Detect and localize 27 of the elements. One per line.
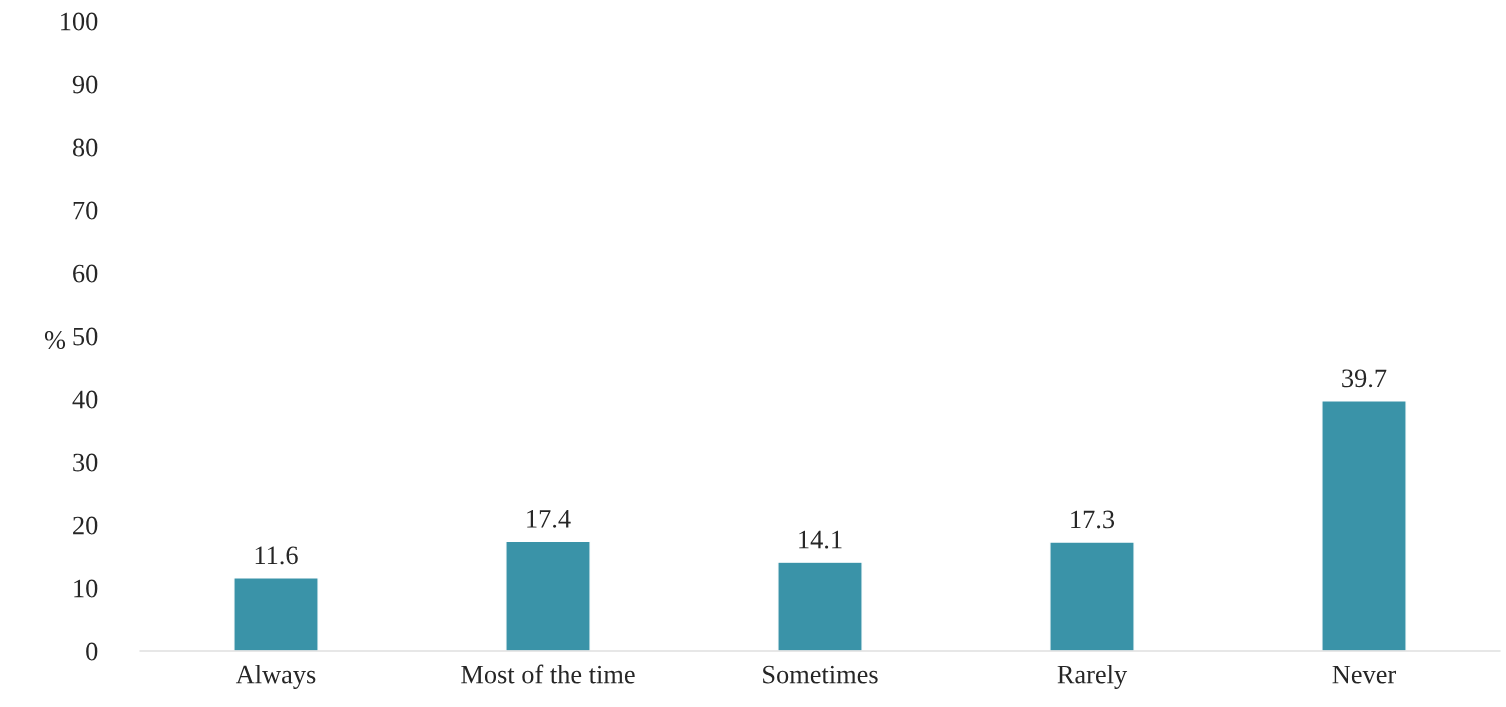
bar [233, 577, 319, 651]
y-axis-title: % [44, 331, 66, 349]
y-tick-label: 90 [72, 75, 98, 94]
y-tick-label: 100 [61, 12, 98, 31]
y-tick-label: 0 [86, 642, 98, 661]
y-tick-label: 70 [73, 201, 98, 220]
bar [1049, 541, 1135, 651]
y-tick-label: 30 [73, 453, 98, 472]
data-label: 17.4 [527, 510, 571, 528]
bar [505, 540, 591, 651]
x-tick-label: Rarely [1057, 664, 1128, 689]
y-tick-label: 10 [74, 579, 98, 598]
x-tick-label: Never [1332, 665, 1396, 684]
data-label: 39.7 [1342, 369, 1387, 388]
data-label: 11.6 [255, 546, 298, 565]
y-tick-label: 50 [73, 327, 98, 346]
x-tick-label: Sometimes [763, 665, 878, 684]
bar [1321, 400, 1407, 651]
data-label: 17.3 [1071, 510, 1115, 529]
y-tick-label: 60 [73, 264, 98, 283]
y-tick-label: 40 [72, 390, 98, 409]
x-tick-label: Most of the time [461, 664, 635, 684]
y-tick-label: 20 [73, 516, 98, 535]
bar [777, 561, 863, 651]
x-tick-label: Always [235, 664, 316, 689]
data-label: 14.1 [799, 530, 842, 549]
y-tick-label: 80 [72, 138, 98, 157]
